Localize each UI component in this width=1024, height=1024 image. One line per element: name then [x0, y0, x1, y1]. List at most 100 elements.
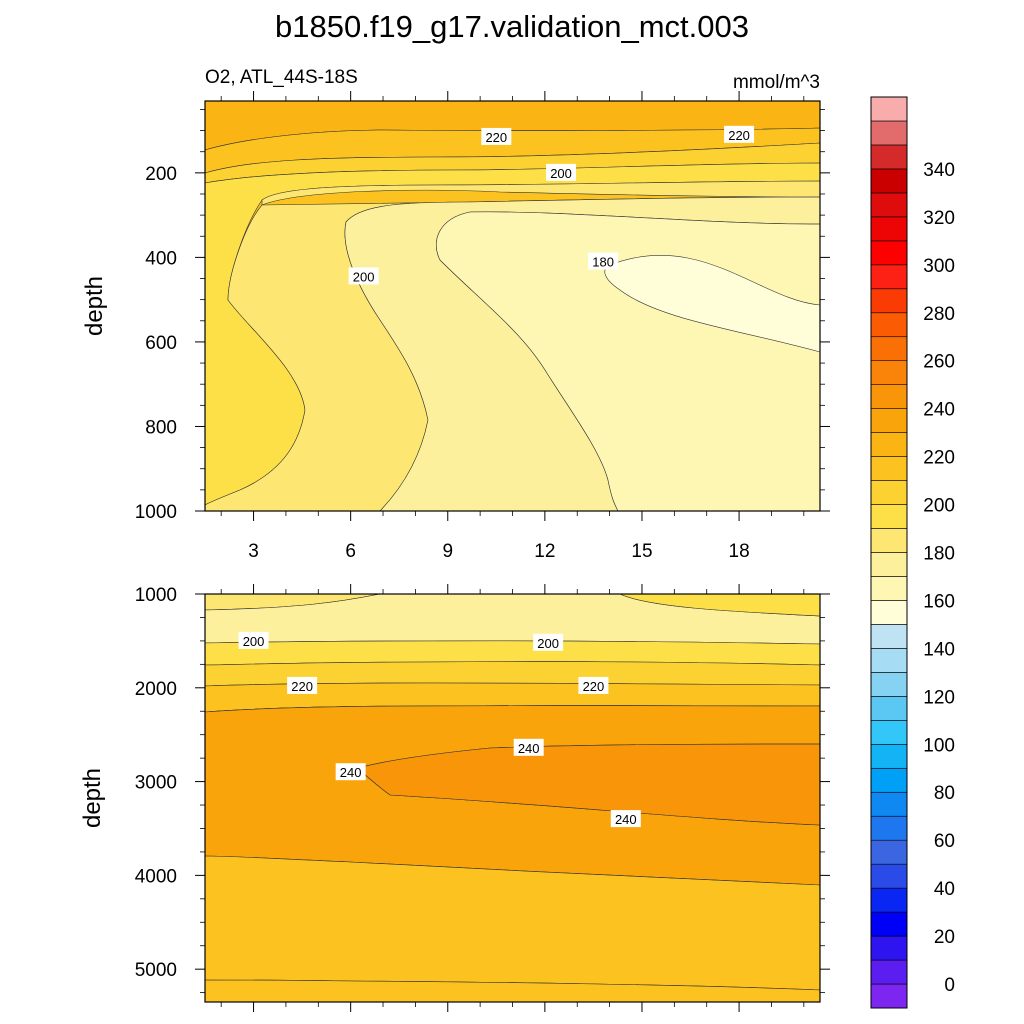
colorbar-swatch [870, 576, 908, 601]
upper-x-tick-label: 3 [248, 541, 259, 562]
upper-y-tick-label: 600 [145, 333, 177, 354]
lower-contour-label-bg [335, 763, 366, 781]
colorbar-swatch [870, 552, 908, 577]
colorbar-label: 100 [923, 735, 955, 756]
upper-x-tick-label: 15 [631, 541, 652, 562]
colorbar-swatch [870, 120, 908, 146]
upper-x-tick-label: 12 [534, 541, 555, 562]
lower-y-tick-label: 2000 [135, 679, 177, 700]
colorbar-swatch [870, 312, 908, 338]
lower-contour-label-text: 200 [243, 634, 265, 649]
colorbar-swatch [870, 959, 908, 985]
colorbar-label: 160 [923, 591, 955, 612]
lower-contour-label-text: 240 [615, 812, 637, 827]
colorbar-label: 300 [923, 256, 955, 277]
upper-y-tick-label: 200 [145, 164, 177, 185]
colorbar-swatch [870, 504, 908, 529]
colorbar-label: 140 [923, 639, 955, 660]
upper-contour-label-text: 220 [728, 128, 750, 143]
lower-contour-labels: 200 200 220 220 240 240 240 [238, 631, 641, 828]
lower-contour-fill [205, 594, 820, 1002]
upper-x-tick-label: 18 [729, 541, 750, 562]
lower-contour-label: 220 [287, 676, 318, 694]
lower-band-210-deep [205, 979, 820, 1002]
lower-y-tick-label: 5000 [135, 960, 177, 981]
colorbar-label: 320 [923, 208, 955, 229]
colorbar-label: 240 [923, 400, 955, 421]
colorbar-swatch [870, 432, 908, 457]
colorbar-swatch [870, 360, 908, 385]
colorbar-label: 260 [923, 352, 955, 373]
colorbar-swatch [870, 408, 908, 433]
upper-contour-label-text: 180 [592, 255, 614, 270]
colorbar-swatch [870, 600, 908, 625]
main-title: b1850.f19_g17.validation_mct.003 [275, 9, 749, 44]
lower-contour-label: 220 [578, 676, 609, 694]
colorbar-swatch [870, 288, 908, 314]
upper-contour-label: 220 [481, 127, 512, 145]
colorbar-label: 80 [934, 783, 955, 804]
lower-contour-label-text: 220 [583, 679, 605, 694]
upper-contour-labels: 220 220 200 200 180 [348, 125, 755, 285]
colorbar-label: 0 [944, 975, 955, 996]
lower-contour-label: 240 [610, 810, 641, 828]
colorbar-label: 20 [934, 927, 955, 948]
lower-contour-label-text: 220 [291, 679, 313, 694]
colorbar-swatch [870, 168, 908, 194]
colorbar-swatch [870, 672, 908, 697]
upper-contour-label-bg [481, 127, 512, 145]
colorbar-swatch [870, 935, 908, 961]
colorbar-swatch [870, 791, 908, 817]
lower-contour-label-bg [238, 631, 269, 649]
colorbar-label: 40 [934, 879, 955, 900]
lower-ticks: 1000 2000 3000 4000 5000 [135, 584, 830, 1012]
upper-x-tick-label: 9 [442, 541, 453, 562]
upper-y-axis-label: depth [81, 276, 108, 336]
lower-contour-label-text: 240 [518, 741, 540, 756]
upper-contour-label-bg [546, 163, 577, 181]
lower-contour-label: 200 [238, 631, 269, 649]
colorbar: 0 20 40 60 80 100 120 140 160 180 200 220 240 260 280 3… [870, 96, 955, 1009]
colorbar-swatch [870, 480, 908, 505]
colorbar-swatch [870, 144, 908, 170]
colorbar-swatch [870, 624, 908, 649]
colorbar-swatch [870, 336, 908, 362]
colorbar-swatch [870, 696, 908, 721]
lower-y-tick-label: 1000 [135, 585, 177, 606]
lower-contour-label: 240 [513, 738, 544, 756]
colorbar-label: 120 [923, 687, 955, 708]
colorbar-swatch [870, 911, 908, 937]
upper-y-tick-label: 1000 [135, 502, 177, 523]
upper-contour-fill [205, 101, 820, 511]
units-string: mmol/m^3 [733, 72, 820, 93]
colorbar-label: 280 [923, 304, 955, 325]
lower-contour-label-text: 200 [537, 636, 559, 651]
lower-contour-label-bg [513, 738, 544, 756]
colorbar-swatch [870, 863, 908, 889]
colorbar-swatch [870, 216, 908, 242]
lower-contour-label-bg [610, 810, 641, 828]
lower-band-200 [619, 594, 820, 617]
upper-contour-label-text: 220 [485, 130, 507, 145]
lower-contour-label: 200 [533, 633, 564, 651]
upper-panel: 3 6 9 12 15 18 200 400 600 800 1000 220 220 200 200 18… [81, 91, 830, 562]
upper-contour-label: 180 [588, 252, 619, 270]
upper-x-tick-label: 6 [345, 541, 356, 562]
upper-y-tick-label: 800 [145, 417, 177, 438]
colorbar-swatch [870, 815, 908, 841]
colorbar-swatch [870, 720, 908, 745]
colorbar-swatch [870, 528, 908, 553]
lower-y-tick-label: 4000 [135, 866, 177, 887]
colorbar-swatch [870, 839, 908, 865]
lower-contour-label-bg [287, 676, 318, 694]
lower-y-tick-label: 3000 [135, 773, 177, 794]
colorbar-swatch [870, 767, 908, 793]
colorbar-label: 340 [923, 160, 955, 181]
lower-contour-label: 240 [335, 763, 366, 781]
upper-contour-label-bg [724, 125, 755, 143]
upper-y-tick-label: 400 [145, 248, 177, 269]
colorbar-frame [870, 96, 908, 1009]
upper-contour-label: 200 [546, 163, 577, 181]
upper-contour-label-text: 200 [550, 166, 572, 181]
